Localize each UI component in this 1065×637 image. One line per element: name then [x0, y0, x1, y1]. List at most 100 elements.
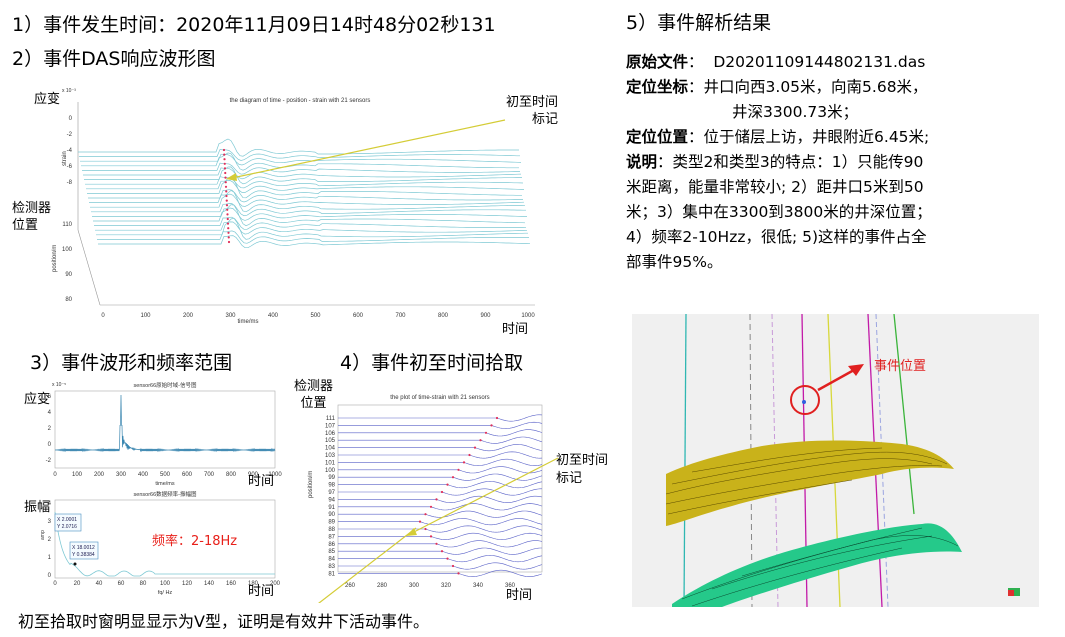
fig4-arrival-marker: [484, 431, 488, 434]
waveform-frequency-heading: 3）事件波形和频率范围: [30, 352, 233, 374]
fig4-arrival-marker: [429, 505, 433, 508]
fig4-trace: [338, 414, 543, 422]
fig4-x-tick: 280: [377, 583, 388, 589]
spectrum-x-axis-label: fq/ Hz: [158, 590, 173, 596]
fig4-arrival-marker: [418, 520, 422, 523]
fig4-arrival-marker: [457, 572, 460, 575]
das-waterfall-plot: 0 -2 -4 -6 -8 110 100 90 80 0 100 200 300 400 500 600…: [52, 88, 535, 325]
fig4-arrival-marker: [424, 513, 427, 516]
signal-exp: x 10⁻⁵: [52, 382, 66, 388]
datatip-2: [69, 541, 99, 560]
arrival-marker: [223, 153, 226, 156]
time-tick: 900: [480, 313, 491, 319]
waterfall-trace: [93, 204, 526, 227]
waterfall-strain-axis: strain: [62, 151, 68, 166]
arrival-marker: [224, 171, 227, 175]
result-block: 原始文件： D20201109144802131.das 定位坐标：井口向西3.…: [626, 50, 1056, 275]
datatip-2-x: X 18.0012: [72, 545, 95, 551]
sensor-label: 87: [328, 534, 335, 540]
reservoir-3d-view: 事件位置: [632, 314, 1039, 607]
coord-value-1: 井口向西3.05米，向南5.68米，: [703, 78, 928, 96]
position-tick: 80: [65, 297, 72, 303]
strain-tick: -6: [67, 164, 73, 170]
fig4-x-tick: 320: [441, 583, 452, 589]
waterfall-title: the diagram of time - position - strain …: [230, 98, 371, 104]
time-tick: 700: [395, 313, 406, 319]
sensor-label: 103: [325, 453, 336, 459]
signal-y-label: 应变: [24, 392, 51, 407]
fig4-arrival-note: 初至时间 标记: [556, 453, 609, 486]
first-arrival-heading: 4）事件初至时间拾取: [340, 352, 524, 374]
signal-title: sensor66原始时域-信号图: [134, 381, 197, 389]
spectrum-x-tick: 40: [96, 581, 103, 587]
spectrum-x-caption: 时间: [248, 584, 275, 599]
arrival-marker: [223, 167, 227, 170]
spectrum-title: sensor66数据频率-振幅图: [134, 490, 197, 498]
waterfall-trace: [79, 149, 520, 161]
arrival-marker: [225, 199, 228, 202]
waterfall-trace: [86, 180, 525, 193]
arrival-marker: [227, 231, 230, 234]
strain-tick: -4: [67, 148, 73, 154]
arrival-marker: [225, 204, 229, 207]
arrival-marker: [224, 181, 227, 184]
waterfall-y-label: 应变: [34, 92, 61, 107]
note-line-3: 米；3）集中在3300到3800米的井深位置；: [626, 203, 932, 221]
note-line-2: 米距离，能量非常较小; 2）距井口5米到50: [626, 178, 924, 196]
first-arrival-figure: 111 107 106 105 104 103 101 100 99 98 97 94 91 90 89 88…: [290, 378, 620, 611]
sensor-label: 97: [328, 490, 335, 496]
arrival-marker: [226, 213, 229, 216]
fig4-arrival-marker: [451, 476, 455, 479]
location-value: 位于储层上访，井眼附近6.45米;: [703, 128, 930, 146]
spectrum-trace: [54, 511, 275, 577]
signal-y-tick: 0: [48, 442, 52, 448]
fig4-trace: [338, 562, 543, 570]
fig4-arrival-marker: [424, 527, 427, 531]
signal-y-tick: 2: [48, 426, 52, 432]
fig4-arrow: [411, 457, 559, 534]
spectrum-x-tick: 200: [270, 581, 281, 587]
fig4-arrival-marker: [468, 453, 471, 457]
note-line-1: ：类型2和类型3的特点：1）只能传90: [657, 153, 924, 171]
sensor-label: 101: [325, 460, 336, 466]
sensor-label: 107: [325, 423, 336, 429]
arrival-marker: [225, 194, 228, 198]
time-tick: 200: [183, 313, 194, 319]
signal-x-tick: 0: [53, 472, 57, 478]
fig4-arrival-marker: [440, 550, 444, 553]
signal-x-tick: 100: [72, 472, 83, 478]
datatip-2-y: Y 0.38384: [72, 552, 95, 558]
fig4-trace: [338, 436, 543, 444]
fig4-y-axis: position/m: [308, 471, 314, 498]
time-tick: 300: [225, 313, 236, 319]
sensor-label: 81: [328, 571, 335, 577]
sensor-label: 84: [328, 557, 335, 563]
spectrum-x-tick: 20: [74, 581, 81, 587]
spectrum-plot: 4 3 2 1 0 0 20 40 60 80 100 120 140 160 180 200 sensor…: [40, 490, 281, 596]
waterfall-position-axis: position/m: [52, 245, 58, 272]
waterfall-trace: [82, 162, 521, 175]
sensor-label: 105: [325, 438, 336, 444]
sensor-label: 98: [328, 483, 335, 489]
signal-x-tick: 400: [138, 472, 149, 478]
spectrum-x-tick: 160: [226, 581, 237, 587]
signal-x-axis-label: time/ms: [155, 481, 175, 487]
position-tick: 110: [62, 222, 72, 228]
fig4-trace: [338, 540, 543, 548]
reservoir-3d-svg: [665, 314, 1020, 607]
sensor-label: 85: [328, 549, 335, 555]
sensor-label: 86: [328, 542, 335, 548]
das-waterfall-figure: 0 -2 -4 -6 -8 110 100 90 80 0 100 200 300 400 500 600…: [0, 80, 560, 340]
event-arrow-head: [848, 364, 864, 376]
note-line-5: 部事件95%。: [626, 253, 723, 271]
waterfall-trace: [78, 138, 519, 157]
arrival-marker: [222, 148, 226, 152]
waterfall-trace: [81, 152, 519, 171]
waterfall-trace: [84, 166, 522, 185]
signal-x-tick: 1000: [268, 472, 282, 478]
fig4-arrival-marker: [429, 535, 433, 538]
arrival-marker: [223, 158, 226, 161]
waterfall-detector-label: 检测器 位置: [12, 201, 52, 233]
